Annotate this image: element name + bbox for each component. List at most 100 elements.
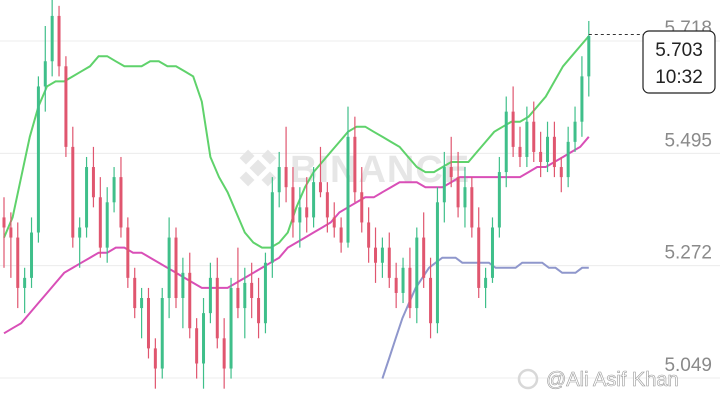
candle-body [250, 282, 254, 299]
candle-body [477, 227, 481, 288]
candle-body [222, 338, 226, 369]
candle-body [387, 247, 391, 278]
candle-body [126, 227, 130, 278]
candle-body [566, 141, 570, 178]
candle-body [394, 277, 398, 293]
candle-body [236, 287, 240, 309]
candle-body [263, 262, 267, 324]
candle-body [449, 167, 453, 178]
candle-body [312, 182, 316, 218]
candle-body [181, 272, 185, 299]
y-tick-label: 5.049 [664, 355, 712, 376]
candle-body [532, 121, 536, 152]
candle-body [559, 167, 563, 178]
candle-body [346, 136, 350, 243]
candle-body [490, 227, 494, 278]
candle-body [360, 192, 364, 223]
candle-body [435, 202, 439, 324]
candle-body [401, 267, 405, 293]
candle-body [332, 217, 336, 228]
candle-body [497, 172, 501, 228]
candle-body [580, 76, 584, 122]
candle-body [415, 237, 419, 309]
candle-body [215, 277, 219, 339]
candle-body [374, 247, 378, 263]
candle-body [153, 348, 157, 369]
candle-body [442, 167, 446, 203]
candle-body [243, 282, 247, 309]
candle-body [277, 167, 281, 193]
candle-body [270, 192, 274, 263]
candle-body [133, 277, 137, 309]
candle-body [552, 136, 556, 168]
candle-body [504, 111, 508, 173]
candle-body [2, 217, 6, 228]
candle-body [174, 237, 178, 299]
candle-body [91, 167, 95, 198]
candle-body [208, 277, 212, 314]
candle-body [9, 227, 13, 238]
price-box-time: 10:32 [655, 67, 703, 88]
moving-average-line [3, 136, 590, 335]
candle-body [291, 187, 295, 223]
candle-body [71, 146, 75, 238]
candle-body [539, 151, 543, 163]
candle-body [188, 272, 192, 329]
candle-body [305, 207, 309, 218]
candle-body [140, 298, 144, 309]
y-tick-label: 5.272 [664, 243, 712, 264]
candle-body [284, 167, 288, 188]
moving-average [3, 136, 590, 335]
candle-body [546, 136, 550, 163]
candle-body [85, 167, 89, 228]
candle-body [43, 61, 47, 87]
candle-body [325, 192, 329, 218]
candle-body [112, 177, 116, 203]
gridlines [0, 40, 720, 379]
candle-body [64, 66, 68, 147]
candle-body [298, 207, 302, 223]
upper-band [3, 35, 590, 249]
candle-body [23, 277, 27, 288]
candle-body [367, 222, 371, 248]
candle-body [353, 136, 357, 193]
candle-body [160, 298, 164, 369]
candle-body [229, 287, 233, 369]
candle-body [167, 237, 171, 299]
price-box: 5.703 10:32 [642, 30, 716, 94]
candle-body [463, 187, 467, 208]
candle-body [429, 277, 433, 324]
candle-body [518, 146, 522, 157]
candles [2, 0, 591, 389]
author-logo-icon [517, 368, 539, 390]
candle-body [318, 182, 322, 193]
price-box-price: 5.703 [655, 40, 703, 61]
candle-body [525, 121, 529, 157]
candle-body [408, 267, 412, 309]
price-box-frame [642, 30, 716, 94]
candle-body [146, 298, 150, 349]
candle-body [16, 237, 20, 288]
candle-body [380, 247, 384, 263]
candle-body [50, 15, 54, 62]
upper-band-line [3, 35, 590, 249]
candle-body [98, 197, 102, 248]
candle-body [587, 36, 591, 77]
author-name: @Ali Asif Khan [546, 369, 679, 391]
candle-body [422, 237, 426, 278]
candle-body [119, 177, 123, 228]
candle-body [511, 111, 515, 147]
candle-body [470, 187, 474, 228]
candle-body [78, 227, 82, 238]
candle-body [339, 227, 343, 243]
y-tick-label: 5.495 [664, 130, 712, 151]
candle-body [30, 232, 34, 278]
author-watermark: @Ali Asif Khan [517, 368, 679, 391]
candle-body [456, 177, 460, 208]
candle-body [195, 328, 199, 364]
candle-body [257, 298, 261, 324]
candle-body [105, 202, 109, 248]
candle-body [36, 86, 40, 233]
candle-body [573, 121, 577, 142]
